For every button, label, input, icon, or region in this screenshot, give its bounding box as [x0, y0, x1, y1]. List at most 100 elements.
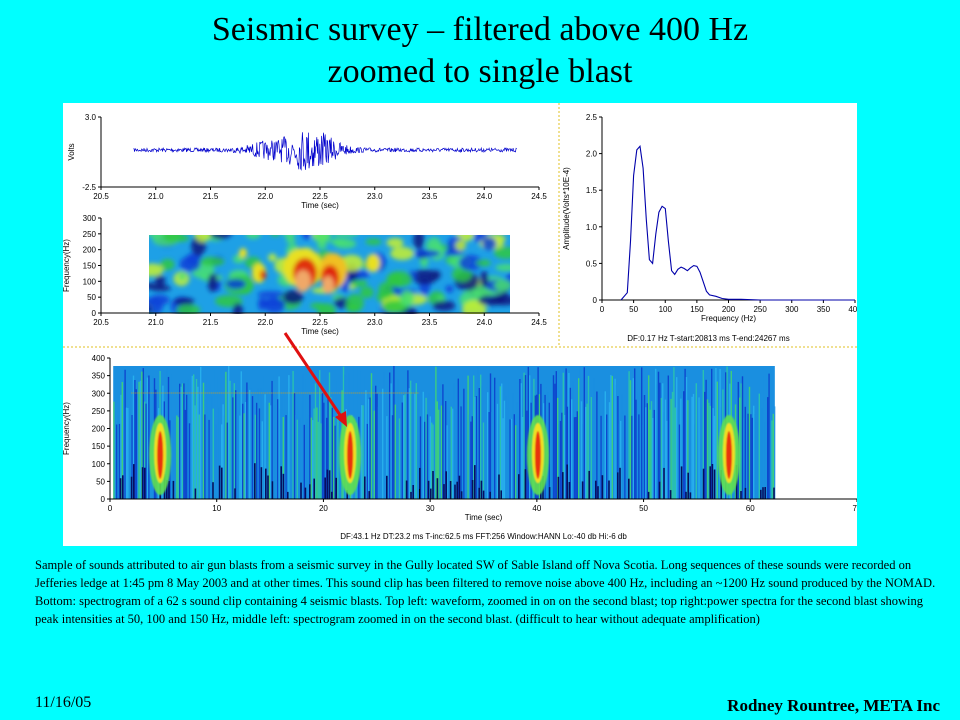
heat-column: [184, 409, 186, 499]
heat-column: [293, 393, 296, 499]
x-axis-label: Time (sec): [301, 201, 339, 210]
heat-column: [590, 397, 592, 499]
heat-column: [113, 401, 115, 499]
heat-column: [389, 372, 391, 499]
heat-column: [177, 417, 179, 499]
heat-column: [489, 373, 492, 499]
heat-column: [131, 415, 133, 499]
x-axis-label: Time (sec): [465, 513, 503, 522]
heat-column: [587, 375, 590, 499]
heat-column: [299, 417, 301, 499]
heat-blob: [359, 286, 374, 299]
heat-column: [523, 372, 525, 499]
heat-dark-column: [460, 491, 463, 499]
y-tick-label: 2.0: [586, 150, 598, 159]
heat-column: [321, 393, 324, 499]
heat-column: [519, 379, 521, 499]
zoom-spectrogram-chart: 20.5 21.0 21.5 22.0 22.5 23.0 23.5 24.0 24.5 0 50 1…: [62, 214, 547, 336]
heat-blob: [257, 291, 285, 298]
heat-blob: [482, 236, 497, 251]
heat-column: [253, 419, 255, 499]
heat-column: [447, 394, 450, 499]
heat-blob: [386, 237, 404, 248]
x-tick-label: 10: [212, 504, 221, 513]
heat-column: [480, 374, 482, 499]
heat-blob: [479, 270, 489, 288]
y-tick-label: 1.5: [586, 186, 598, 195]
heat-dark-column: [762, 487, 764, 499]
heat-column: [600, 415, 602, 499]
heat-column: [694, 424, 696, 499]
heat-blob: [413, 249, 441, 258]
heat-blob: [268, 253, 277, 262]
heat-column: [502, 418, 504, 499]
heat-column: [288, 375, 290, 499]
heat-dark-column: [669, 490, 672, 499]
y-tick-label: 0.5: [586, 259, 598, 268]
heat-column: [237, 389, 240, 499]
heat-column: [295, 414, 297, 499]
heat-dark-column: [234, 488, 236, 499]
heat-blob: [178, 272, 187, 281]
heat-column: [317, 421, 319, 499]
heat-dark-column: [271, 481, 274, 499]
x-tick-label: 24.0: [476, 318, 492, 327]
full-spectrogram-footer: DF:43.1 Hz DT:23.2 ms T-inc:62.5 ms FFT:…: [340, 532, 627, 541]
heat-column: [176, 415, 178, 499]
heat-dark-column: [740, 491, 742, 499]
heat-column: [662, 383, 664, 499]
heat-column: [650, 401, 653, 499]
x-tick-label: 350: [817, 305, 831, 314]
heat-column: [284, 390, 286, 499]
heat-column: [320, 423, 322, 499]
heat-column: [445, 401, 447, 499]
heat-dark-column: [267, 475, 269, 499]
heat-column: [369, 397, 371, 499]
heat-column: [464, 382, 466, 499]
heat-column: [365, 390, 367, 499]
heat-column: [698, 397, 700, 499]
heat-column: [327, 398, 329, 499]
heat-column: [260, 388, 262, 499]
y-axis-label: Frequency(Hz): [63, 239, 71, 292]
heat-dark-column: [658, 481, 661, 499]
heat-column: [467, 375, 469, 499]
x-tick-label: 30: [426, 504, 435, 513]
heat-column: [578, 378, 580, 499]
heat-dark-column: [548, 487, 551, 499]
heat-column: [391, 415, 394, 499]
heat-column: [270, 405, 272, 499]
heat-blob: [451, 266, 472, 282]
heat-column: [268, 402, 270, 499]
heat-dark-column: [449, 481, 452, 499]
heat-column: [666, 420, 668, 499]
y-tick-label: 150: [83, 262, 97, 271]
heat-column: [711, 368, 713, 499]
heat-column: [446, 425, 448, 499]
heat-column: [510, 418, 513, 499]
heat-column: [334, 425, 336, 499]
heat-column: [144, 401, 146, 499]
heat-column: [412, 382, 415, 499]
heat-column: [499, 386, 501, 499]
heat-column: [572, 380, 574, 499]
heat-dark-column: [254, 463, 256, 499]
heat-column: [383, 371, 385, 499]
heat-dark-column: [386, 475, 388, 499]
heat-dark-column: [713, 469, 716, 499]
y-tick-label: 50: [87, 293, 96, 302]
heat-column: [487, 392, 489, 499]
heat-column: [667, 375, 669, 499]
heat-blob: [378, 282, 394, 299]
heat-column: [653, 409, 655, 499]
heat-column: [753, 405, 755, 499]
heat-blob: [226, 279, 246, 290]
heat-column: [468, 414, 471, 499]
heat-column: [202, 382, 205, 499]
heat-blob: [413, 235, 425, 250]
y-axis-label: Frequency(Hz): [63, 402, 71, 455]
heat-blob: [263, 297, 286, 314]
heat-column: [142, 368, 144, 499]
x-tick-label: 22.0: [257, 192, 273, 201]
heat-column: [663, 412, 665, 499]
